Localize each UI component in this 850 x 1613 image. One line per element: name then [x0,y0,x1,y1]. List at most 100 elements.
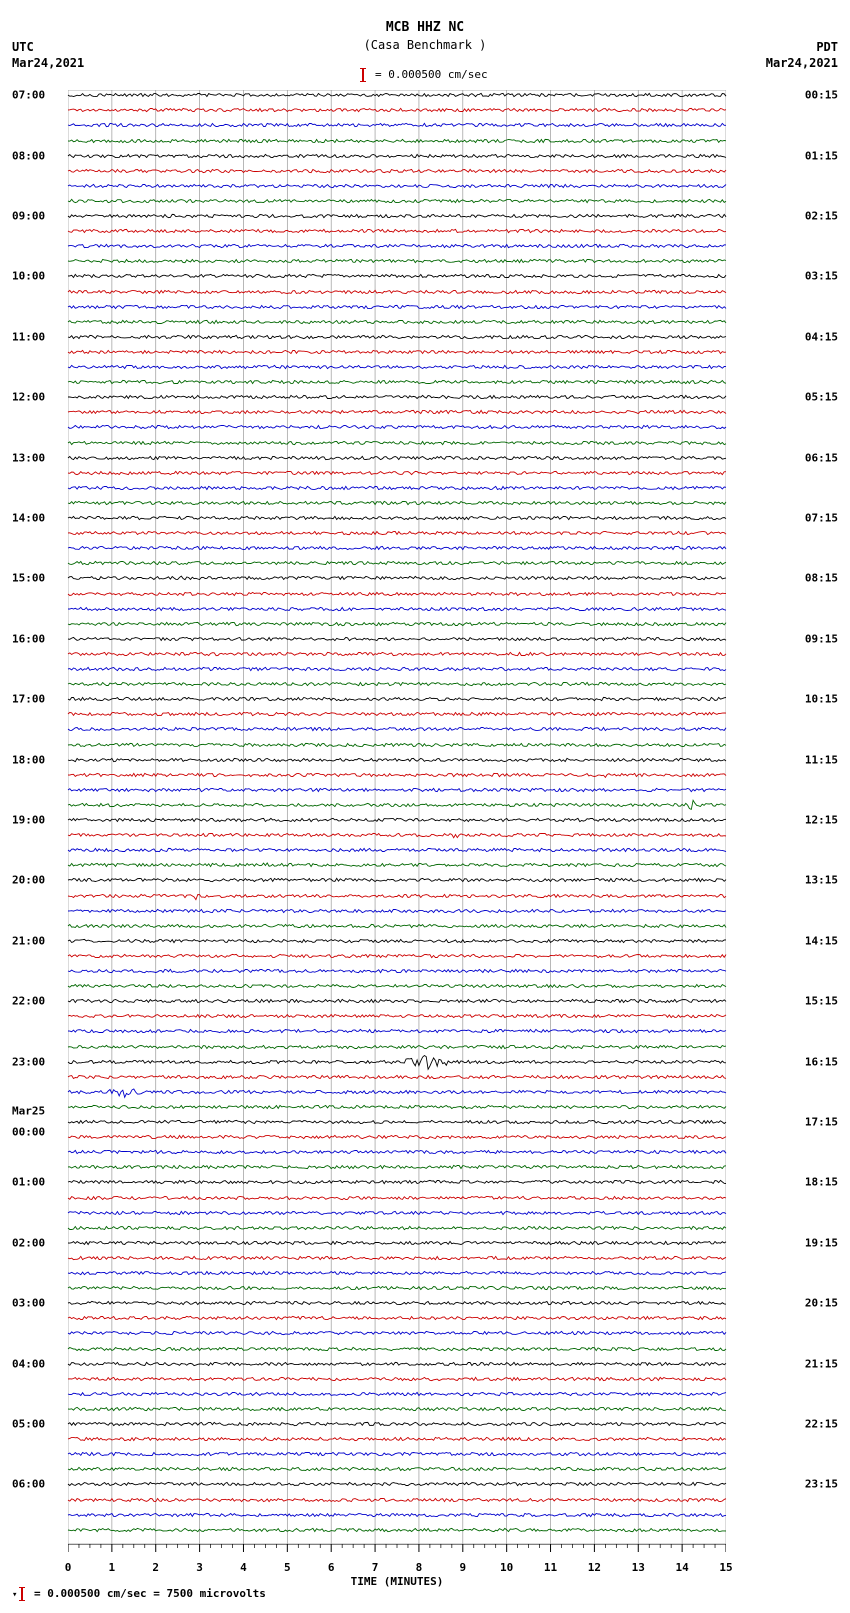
trace-row [68,443,726,444]
trace-row [68,503,726,504]
y-left-label: 07:00 [12,89,64,102]
y-left-label: 15:00 [12,572,64,585]
trace-row [68,805,726,806]
trace-row [68,125,726,126]
x-tick-label: 0 [65,1561,72,1574]
trace-row [68,1379,726,1380]
trace-row [68,1167,726,1168]
trace-row [68,1364,726,1365]
trace-row [68,533,726,534]
y-left-label: 17:00 [12,693,64,706]
trace-row [68,1228,726,1229]
helicorder-chart: MCB HHZ NC (Casa Benchmark ) = 0.000500 … [0,0,850,1613]
trace-row [68,865,726,866]
y-right-label: 02:15 [786,210,838,223]
trace-row [68,729,726,730]
left-timezone: UTC [12,40,34,54]
trace-row [68,1484,726,1485]
x-tick-label: 8 [416,1561,423,1574]
trace-row [68,1213,726,1214]
trace-row [68,1016,726,1017]
y-left-label: 06:00 [12,1478,64,1491]
y-left-label: 00:00 [12,1126,64,1139]
trace-row [68,1318,726,1319]
trace-row [68,714,726,715]
x-tick-label: 14 [676,1561,689,1574]
trace-row [68,835,726,836]
y-left-label: 09:00 [12,210,64,223]
scale-bar-icon [362,68,364,82]
trace-row [68,609,726,610]
trace-row [68,1152,726,1153]
y-left-label: 16:00 [12,632,64,645]
trace-row [68,1454,726,1455]
x-tick-label: 1 [109,1561,116,1574]
trace-row [68,367,726,368]
trace-row [68,624,726,625]
trace-row [68,1198,726,1199]
trace-row [68,926,726,927]
trace-row [68,1303,726,1304]
trace-row [68,1424,726,1425]
y-left-label: 12:00 [12,391,64,404]
y-right-label: 12:15 [786,814,838,827]
trace-row [68,654,726,655]
x-axis: 0123456789101112131415 TIME (MINUTES) [68,1544,726,1584]
y-left-label: 18:00 [12,753,64,766]
trace-row [68,110,726,111]
trace-row [68,397,726,398]
trace-row [68,1394,726,1395]
trace-row [68,896,726,897]
footer-label: = 0.000500 cm/sec = 7500 microvolts [34,1587,266,1600]
trace-row [68,760,726,761]
x-tick-label: 7 [372,1561,379,1574]
trace-row [68,1047,726,1048]
trace-row [68,458,726,459]
y-left-label: 13:00 [12,451,64,464]
x-labels: 0123456789101112131415 [68,1561,726,1575]
scale-label: = 0.000500 cm/sec [375,68,488,81]
y-left-label: 14:00 [12,512,64,525]
x-tick-label: 12 [588,1561,601,1574]
y-right-label: 18:15 [786,1176,838,1189]
trace-row [68,790,726,791]
trace-row [68,231,726,232]
y-right-label: 00:15 [786,89,838,102]
trace-row [68,1333,726,1334]
y-left-label: 21:00 [12,934,64,947]
y-left-label: 05:00 [12,1418,64,1431]
x-tick-label: 13 [632,1561,645,1574]
right-date: Mar24,2021 [766,56,838,70]
trace-row [68,1500,726,1501]
y-left-label: 10:00 [12,270,64,283]
y-right-label: 11:15 [786,753,838,766]
y-right-label: 17:15 [786,1116,838,1129]
trace-row [68,941,726,942]
y-right-label: 06:15 [786,451,838,464]
trace-row [68,578,726,579]
y-right-label: 03:15 [786,270,838,283]
x-tick-label: 2 [152,1561,159,1574]
x-tick-label: 10 [500,1561,513,1574]
trace-row [68,156,726,157]
trace-row [68,1258,726,1259]
x-tick-label: 4 [240,1561,247,1574]
trace-row [68,1409,726,1410]
trace-row [68,1092,726,1093]
y-right-label: 23:15 [786,1478,838,1491]
trace-row [68,352,726,353]
trace-row [68,1122,726,1123]
y-right-label: 22:15 [786,1418,838,1431]
trace-row [68,594,726,595]
y-right-label: 19:15 [786,1236,838,1249]
station-subtitle: (Casa Benchmark ) [0,38,850,52]
traces [68,90,726,1544]
y-left-label: 19:00 [12,814,64,827]
y-left-label: 22:00 [12,995,64,1008]
trace-row [68,382,726,383]
station-title: MCB HHZ NC [0,20,850,35]
trace-row [68,1077,726,1078]
trace-row [68,1273,726,1274]
y-right-label: 16:15 [786,1055,838,1068]
trace-row [68,956,726,957]
